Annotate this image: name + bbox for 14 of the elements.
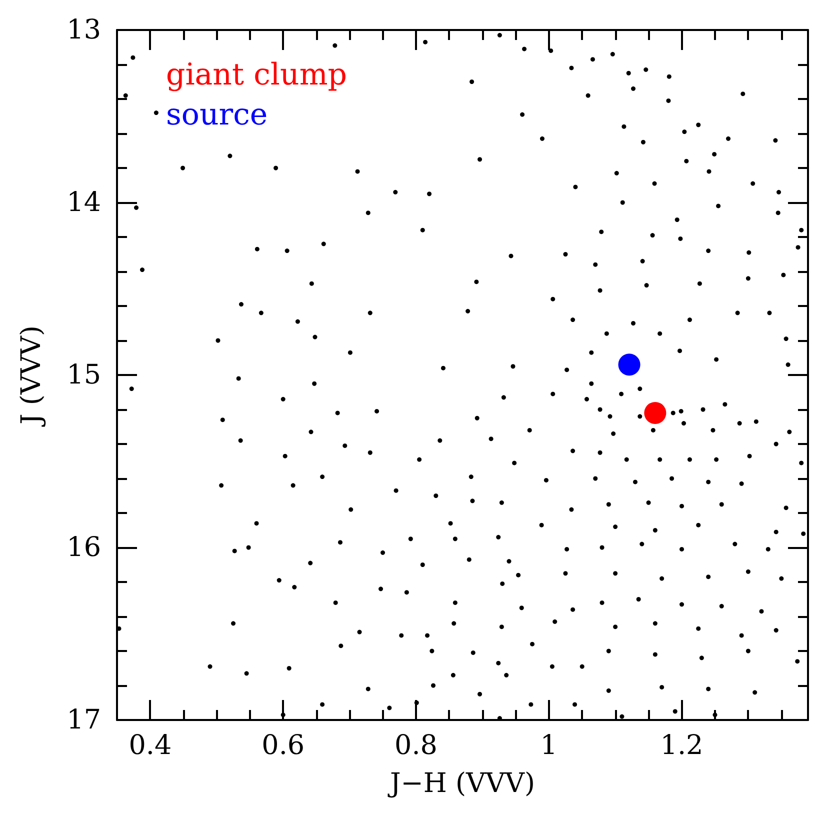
x-tick-label: 0.8 xyxy=(394,730,438,761)
x-axis-title: J−H (VVV) xyxy=(386,768,536,799)
y-tick-label: 13 xyxy=(66,14,101,46)
y-axis-title: J (VVV) xyxy=(16,326,47,428)
x-tick-label: 0.4 xyxy=(128,730,172,761)
y-tick-label: 15 xyxy=(66,360,101,390)
y-tick-label: 17 xyxy=(66,704,101,736)
x-tick-label: 1 xyxy=(540,730,558,761)
y-tick-label: 16 xyxy=(66,532,101,563)
x-tick-label: 0.6 xyxy=(262,730,305,761)
y-tick-label: 14 xyxy=(66,187,101,218)
x-tick-label: 1.2 xyxy=(660,730,704,761)
text: source xyxy=(166,98,268,132)
text: giant clump xyxy=(166,58,347,92)
